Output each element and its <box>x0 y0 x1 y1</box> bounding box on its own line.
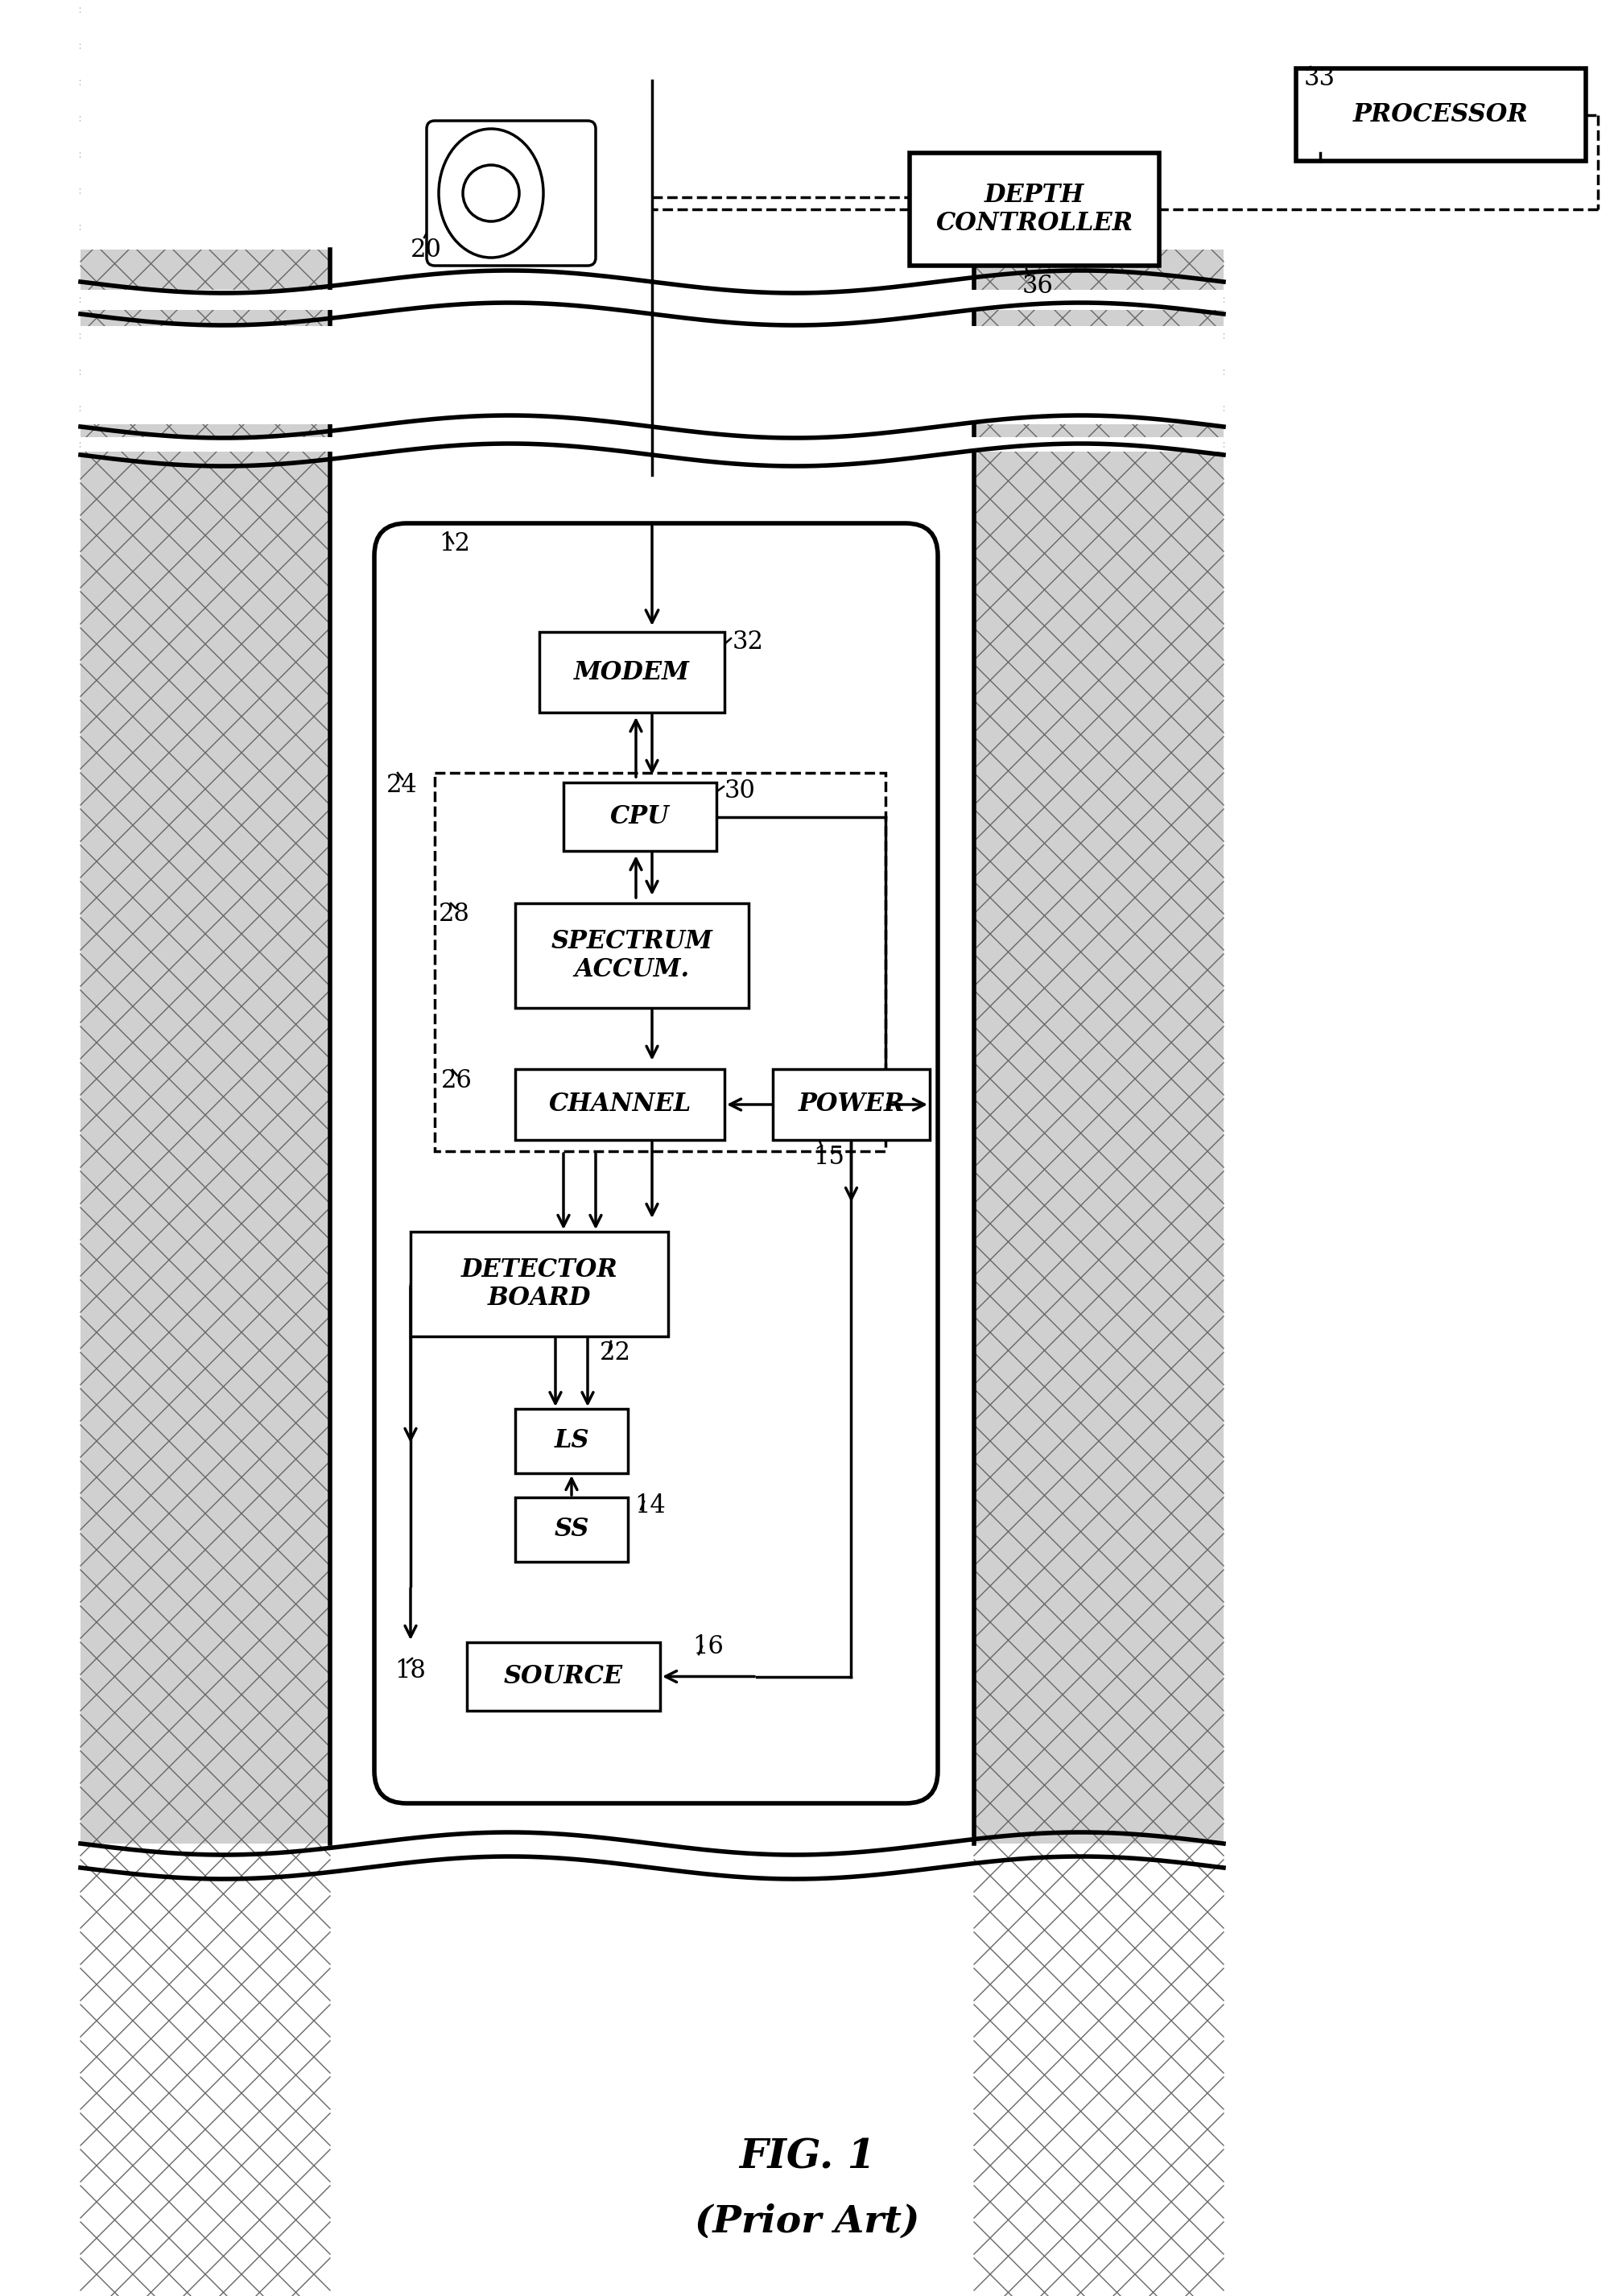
Bar <box>515 902 749 1008</box>
Text: 24: 24 <box>386 774 418 797</box>
Text: CHANNEL: CHANNEL <box>549 1093 691 1118</box>
Text: 16: 16 <box>692 1635 723 1660</box>
Bar <box>909 154 1159 266</box>
Text: 26: 26 <box>441 1068 473 1093</box>
Bar <box>515 1410 628 1474</box>
Bar <box>81 436 1223 452</box>
Text: 22: 22 <box>599 1341 631 1366</box>
Bar <box>434 774 884 1150</box>
Bar <box>81 289 1223 310</box>
Text: 30: 30 <box>725 778 755 804</box>
Text: 12: 12 <box>439 530 470 556</box>
Text: PROCESSOR: PROCESSOR <box>1353 103 1528 126</box>
Ellipse shape <box>439 129 542 257</box>
Text: CPU: CPU <box>610 804 670 829</box>
Text: 28: 28 <box>439 902 470 928</box>
Text: 15: 15 <box>812 1146 844 1169</box>
Text: POWER: POWER <box>797 1093 904 1118</box>
Bar <box>81 0 1464 250</box>
Bar <box>539 631 725 712</box>
Bar <box>81 326 1223 425</box>
Text: 20: 20 <box>410 236 442 262</box>
Text: SOURCE: SOURCE <box>504 1665 623 1690</box>
Bar <box>563 783 717 852</box>
Bar <box>773 1070 930 1139</box>
Text: FIG. 1: FIG. 1 <box>739 2138 875 2177</box>
Text: SPECTRUM
ACCUM.: SPECTRUM ACCUM. <box>550 928 712 983</box>
Text: (Prior Art): (Prior Art) <box>694 2204 920 2241</box>
Text: 14: 14 <box>634 1492 665 1518</box>
Text: 32: 32 <box>733 629 763 654</box>
Bar <box>329 250 973 1844</box>
Bar <box>515 1070 725 1139</box>
FancyBboxPatch shape <box>374 523 938 1802</box>
Text: 18: 18 <box>394 1658 426 1683</box>
Text: DETECTOR
BOARD: DETECTOR BOARD <box>460 1258 618 1311</box>
Bar <box>973 250 1223 1844</box>
Bar <box>410 1231 668 1336</box>
Text: 36: 36 <box>1022 273 1052 298</box>
Bar <box>515 1497 628 1561</box>
Text: DEPTH
CONTROLLER: DEPTH CONTROLLER <box>935 181 1133 236</box>
Bar <box>466 1642 660 1711</box>
Text: SS: SS <box>554 1518 589 1543</box>
Text: LS: LS <box>554 1428 589 1453</box>
Text: MODEM: MODEM <box>573 659 689 684</box>
Bar <box>1296 69 1585 161</box>
Text: 33: 33 <box>1304 67 1335 92</box>
FancyBboxPatch shape <box>426 122 596 266</box>
Bar <box>81 250 329 1844</box>
